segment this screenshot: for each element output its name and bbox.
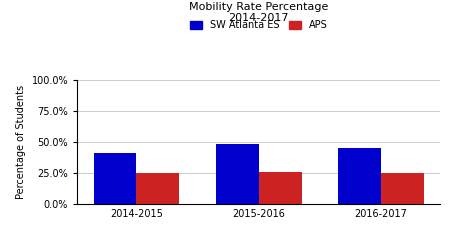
- Bar: [216, 144, 259, 204]
- Bar: [137, 173, 179, 204]
- Bar: [94, 153, 137, 204]
- Y-axis label: Percentage of Students: Percentage of Students: [16, 85, 26, 199]
- Bar: [259, 172, 301, 204]
- Bar: [381, 173, 424, 204]
- Legend: SW Atlanta ES, APS: SW Atlanta ES, APS: [187, 16, 331, 34]
- Bar: [338, 147, 381, 204]
- Title: Southwest Atlanta Elementary School
Mobility Rate Percentage
2014-2017: Southwest Atlanta Elementary School Mobi…: [153, 0, 364, 23]
